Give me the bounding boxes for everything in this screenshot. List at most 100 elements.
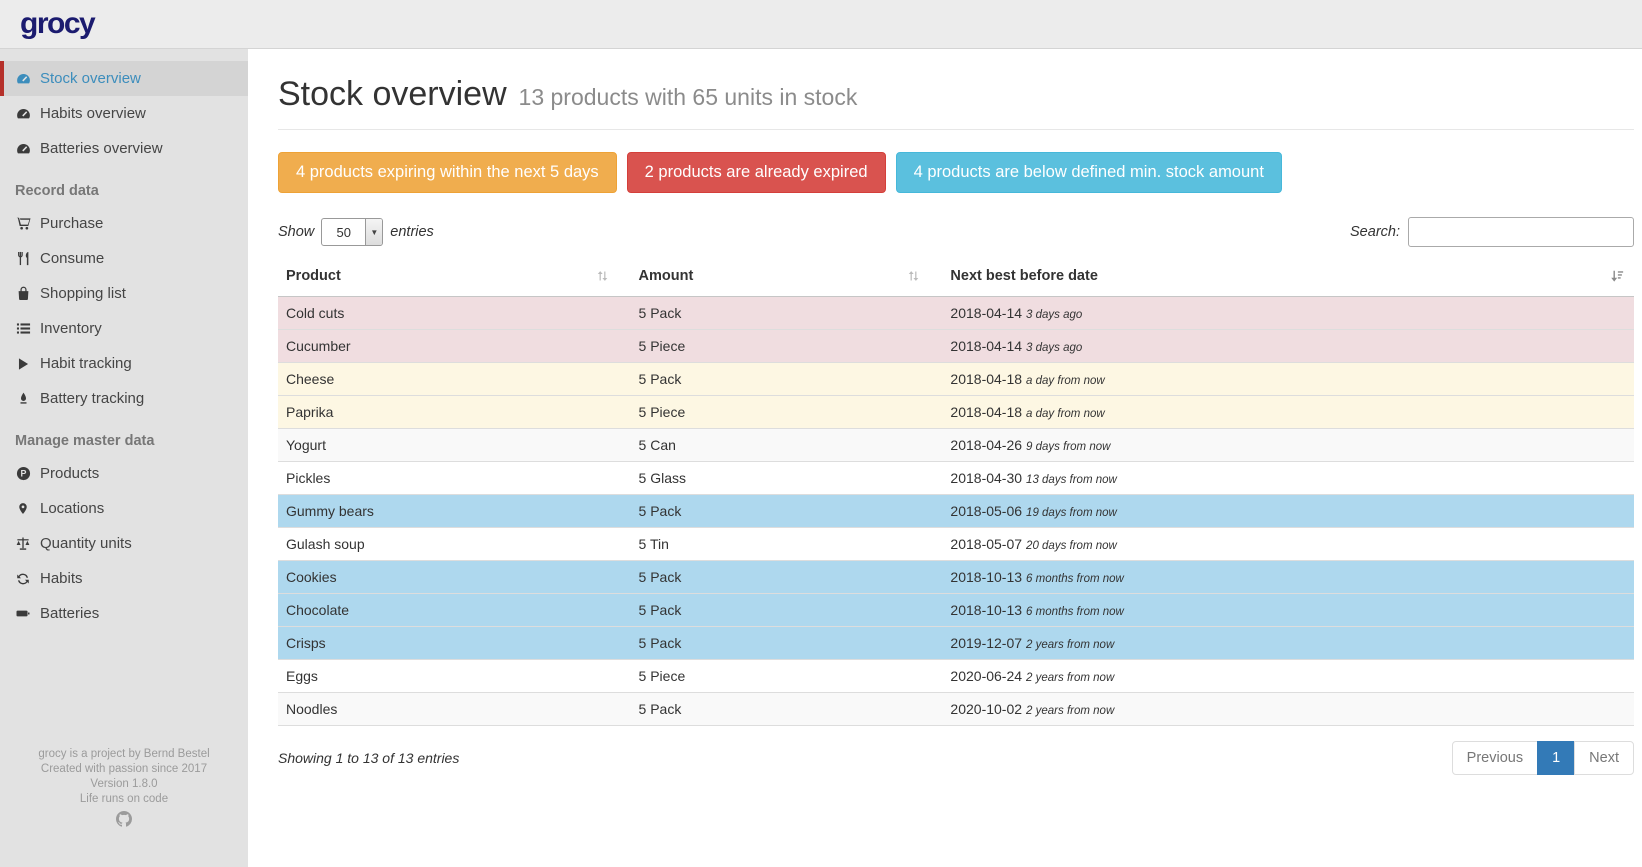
sidebar-nav: Stock overview Habits overview Batteries o… [0,61,248,631]
sidebar-footer-line: Created with passion since 2017 [40,762,208,775]
cell-amount: 5 Pack [630,296,943,330]
cell-next-best-before-date: 2020-10-02 2 years from now [942,692,1634,726]
table-row: Cookies 5 Pack 2018-10-13 6 months from now [278,560,1634,594]
sidebar-footer-line: Life runs on code [79,792,169,805]
relative-date: 3 days ago [1026,309,1083,321]
cell-amount: 5 Piece [630,395,943,429]
cell-next-best-before-date: 2018-10-13 6 months from now [942,593,1634,627]
column-header-product[interactable]: Product [278,259,631,297]
sidebar-item-label: Habit tracking [40,355,132,372]
sidebar-item-batteries[interactable]: Batteries [0,596,248,631]
cell-amount: 5 Can [630,428,943,462]
page-title: Stock overview [278,75,507,113]
topbar: grocy [0,0,1642,49]
cell-next-best-before-date: 2020-06-24 2 years from now [942,659,1634,693]
column-header-amount[interactable]: Amount [630,259,943,297]
expiring-alert-button[interactable]: 4 products expiring within the next 5 da… [278,152,617,193]
sort-icon [907,268,920,284]
sidebar-item-habits[interactable]: Habits [0,561,248,596]
cell-product: Cucumber [278,329,631,363]
sort-amount-asc-icon [1610,268,1624,284]
main-content: Stock overview 13 products with 65 units… [248,0,1642,775]
sidebar-item-label: Purchase [40,215,104,232]
sort-icon [596,268,609,284]
cell-product: Yogurt [278,428,631,462]
table-info: Showing 1 to 13 of 13 entries [278,750,460,766]
sidebar-item-inventory[interactable]: Inventory [0,311,248,346]
sidebar: Stock overview Habits overview Batteries o… [0,49,248,867]
shopping-bag-icon [15,286,31,301]
sidebar-item-purchase[interactable]: Purchase [0,206,248,241]
relative-date: 20 days from now [1026,540,1117,552]
sidebar-item-locations[interactable]: Locations [0,491,248,526]
map-marker-icon [15,501,31,516]
product-p-icon: P [15,466,31,481]
sidebar-item-stock-overview[interactable]: Stock overview [0,61,248,96]
play-icon [15,357,31,371]
cell-product: Gulash soup [278,527,631,561]
page-header: Stock overview 13 products with 65 units… [278,75,1634,130]
sidebar-item-label: Battery tracking [40,390,145,407]
sidebar-item-habits-overview[interactable]: Habits overview [0,96,248,131]
table-row: Cold cuts 5 Pack 2018-04-14 3 days ago [278,296,1634,330]
chevron-down-icon: ▼ [365,219,383,245]
expired-alert-button[interactable]: 2 products are already expired [626,152,886,193]
app-logo[interactable]: grocy [20,7,96,40]
sidebar-item-shopping-list[interactable]: Shopping list [0,276,248,311]
entries-label: entries [390,224,434,240]
column-header-next-best-before-date[interactable]: Next best before date [942,259,1634,297]
sidebar-item-label: Habits [40,570,83,587]
shopping-cart-icon [15,216,31,231]
table-row: Gulash soup 5 Tin 2018-05-07 20 days from n… [278,527,1634,561]
page-length-select[interactable]: 50 ▼ [321,218,384,246]
stock-alerts: 4 products expiring within the next 5 da… [278,152,1634,193]
cell-next-best-before-date: 2018-04-30 13 days from now [942,461,1634,495]
sidebar-item-label: Products [40,465,100,482]
cell-amount: 5 Pack [630,593,943,627]
gauge-icon [15,141,31,156]
cutlery-icon [15,251,31,266]
table-row: Chocolate 5 Pack 2018-10-13 6 months from n… [278,593,1634,627]
cell-product: Noodles [278,692,631,726]
show-label: Show [278,224,315,240]
cell-next-best-before-date: 2018-04-14 3 days ago [942,296,1634,330]
cell-next-best-before-date: 2019-12-07 2 years from now [942,626,1634,660]
cell-product: Eggs [278,659,631,693]
table-row: Yogurt 5 Can 2018-04-26 9 days from now [278,428,1634,462]
sidebar-item-label: Quantity units [40,535,132,552]
relative-date: 2 years from now [1026,639,1115,651]
search-input[interactable] [1408,217,1634,247]
table-row: Cheese 5 Pack 2018-04-18 a day from now [278,362,1634,396]
sidebar-item-consume[interactable]: Consume [0,241,248,276]
balance-scale-icon [15,536,31,551]
cell-product: Crisps [278,626,631,660]
table-footer: Showing 1 to 13 of 13 entries Previous 1 N… [278,741,1634,775]
sidebar-item-products[interactable]: P Products [0,456,248,491]
svg-text:P: P [20,469,26,479]
cell-next-best-before-date: 2018-04-14 3 days ago [942,329,1634,363]
pagination-next-button[interactable]: Next [1574,741,1634,775]
pagination-page-1[interactable]: 1 [1537,741,1576,775]
cell-product: Paprika [278,395,631,429]
sidebar-item-battery-tracking[interactable]: Battery tracking [0,381,248,416]
pagination-previous-button[interactable]: Previous [1451,741,1539,775]
sidebar-item-label: Batteries overview [40,140,163,157]
cell-amount: 5 Glass [630,461,943,495]
sidebar-item-habit-tracking[interactable]: Habit tracking [0,346,248,381]
sidebar-section-header: Record data [15,183,99,199]
sidebar-item-label: Habits overview [40,105,146,122]
cell-amount: 5 Piece [630,659,943,693]
sidebar-item-batteries-overview[interactable]: Batteries overview [0,131,248,166]
github-icon[interactable] [116,810,132,827]
table-row: Gummy bears 5 Pack 2018-05-06 19 days from … [278,494,1634,528]
relative-date: 2 years from now [1026,705,1115,717]
cell-product: Gummy bears [278,494,631,528]
battery-icon [15,607,31,620]
droplet-icon [15,391,31,406]
cell-amount: 5 Tin [630,527,943,561]
relative-date: 3 days ago [1026,342,1083,354]
relative-date: 6 months from now [1026,606,1124,618]
table-row: Pickles 5 Glass 2018-04-30 13 days from now [278,461,1634,495]
sidebar-item-quantity-units[interactable]: Quantity units [0,526,248,561]
belowmin-alert-button[interactable]: 4 products are below defined min. stock … [895,152,1282,193]
